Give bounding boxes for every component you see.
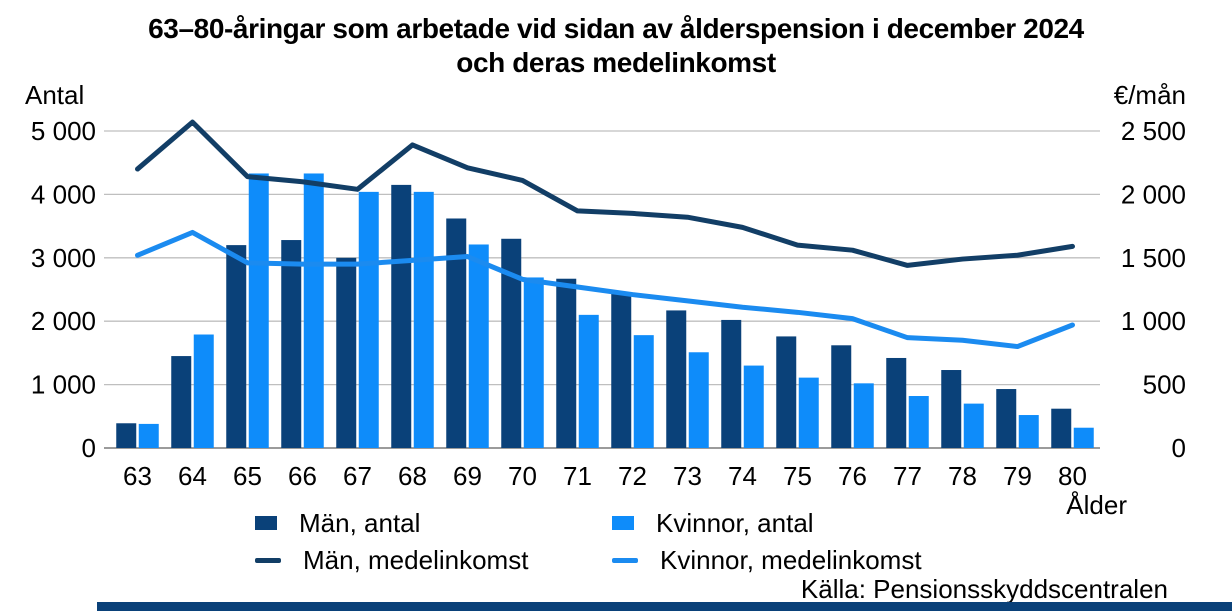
x-axis-tick: 64: [178, 461, 207, 491]
y-axis-tick-left: 0: [82, 433, 96, 463]
x-axis-tick: 70: [508, 461, 537, 491]
line-women-line: [135, 229, 1075, 350]
legend-swatch-men-line-icon: [255, 557, 281, 563]
bar-women-bar-69: [468, 244, 489, 448]
bar-women-bar-76: [853, 383, 874, 448]
bar-women-bar-74: [743, 365, 764, 448]
x-axis-tick: 74: [728, 461, 757, 491]
x-axis-tick: 71: [563, 461, 592, 491]
bar-men-bar-76: [831, 345, 852, 448]
bar-women-bar-67: [358, 191, 379, 448]
bar-women-bar-72: [633, 335, 654, 448]
y-axis-tick-right: 1 000: [1121, 306, 1186, 336]
y-axis-tick-right: 1 500: [1121, 243, 1186, 273]
bar-men-bar-68: [391, 184, 412, 448]
x-axis-tick: 78: [948, 461, 977, 491]
bar-men-bar-77: [886, 357, 907, 448]
bar-men-bar-64: [171, 356, 192, 448]
legend-label: Kvinnor, medelinkomst: [660, 545, 922, 575]
y-axis-tick-right: 2 000: [1121, 179, 1186, 209]
y-axis-tick-left: 1 000: [31, 370, 96, 400]
bar-men-bar-67: [336, 257, 357, 448]
x-axis-tick: 79: [1003, 461, 1032, 491]
x-axis-tick: 69: [453, 461, 482, 491]
right-axis-header: €/mån: [1113, 80, 1186, 110]
bar-men-bar-75: [776, 336, 797, 448]
x-axis-tick: 72: [618, 461, 647, 491]
bar-women-bar-77: [908, 396, 929, 448]
legend-swatch-men-bar-icon: [255, 516, 277, 530]
bar-men-bar-69: [446, 218, 467, 448]
legend-swatch-women-bar-icon: [612, 516, 634, 530]
bar-women-bar-73: [688, 352, 709, 448]
bar-women-bar-64: [193, 334, 214, 448]
bar-women-bar-63: [138, 423, 159, 448]
bar-women-bar-80: [1073, 427, 1094, 448]
bar-men-bar-73: [666, 310, 687, 448]
bar-women-bar-66: [303, 173, 324, 448]
chart-title-line2: och deras medelinkomst: [456, 47, 776, 78]
bar-men-bar-70: [501, 238, 522, 448]
x-axis-tick: 68: [398, 461, 427, 491]
y-axis-tick-right: 0: [1172, 433, 1186, 463]
y-axis-tick-right: 2 500: [1121, 116, 1186, 146]
x-axis-tick: 73: [673, 461, 702, 491]
bar-women-bar-78: [963, 403, 984, 448]
bar-men-bar-63: [116, 423, 137, 448]
bar-men-bar-79: [996, 389, 1017, 448]
bar-women-bar-75: [798, 377, 819, 448]
y-axis-tick-left: 5 000: [31, 116, 96, 146]
bar-women-bar-68: [413, 191, 434, 448]
x-axis-tick: 66: [288, 461, 317, 491]
left-axis-header: Antal: [25, 80, 85, 110]
bar-men-bar-65: [226, 245, 247, 448]
chart-title-line1: 63–80-åringar som arbetade vid sidan av …: [148, 13, 1084, 44]
bar-women-bar-65: [248, 173, 269, 448]
bar-men-bar-66: [281, 240, 302, 448]
line-men-line: [135, 119, 1075, 268]
bar-women-bar-70: [523, 277, 544, 448]
bar-women-bar-71: [578, 314, 599, 448]
x-axis-tick: 65: [233, 461, 262, 491]
x-axis-tick: 76: [838, 461, 867, 491]
x-axis-tick: 75: [783, 461, 812, 491]
y-axis-tick-left: 4 000: [31, 179, 96, 209]
bar-men-bar-72: [611, 292, 632, 448]
bar-men-bar-74: [721, 319, 742, 448]
footer-bar: [97, 602, 1232, 611]
bar-women-bar-79: [1018, 415, 1039, 448]
legend-label: Kvinnor, antal: [656, 508, 814, 538]
y-axis-tick-left: 3 000: [31, 243, 96, 273]
legend-item-men-medelinkomst: Män, medelinkomst: [255, 545, 528, 575]
legend-label: Män, antal: [299, 508, 421, 538]
legend-item-men-antal: Män, antal: [255, 508, 420, 538]
legend-label: Män, medelinkomst: [303, 545, 529, 575]
y-axis-tick-left: 2 000: [31, 306, 96, 336]
x-axis-tick: 80: [1058, 461, 1087, 491]
legend-item-kvinnor-antal: Kvinnor, antal: [612, 508, 814, 538]
bar-men-bar-71: [556, 278, 577, 448]
x-axis-tick: 63: [123, 461, 152, 491]
bar-men-bar-78: [941, 370, 962, 448]
chart-plot-area: 0 0 1 000 500 2 000 1 000 3 000 1 500 4 000 2 000…: [31, 116, 1186, 491]
x-axis-title: Ålder: [1066, 490, 1127, 520]
x-axis-tick: 67: [343, 461, 372, 491]
source-text: Källa: Pensionsskyddscentralen: [800, 574, 1168, 604]
legend-swatch-women-line-icon: [612, 557, 638, 563]
legend-item-kvinnor-medelinkomst: Kvinnor, medelinkomst: [612, 545, 922, 575]
y-axis-tick-right: 500: [1143, 370, 1186, 400]
x-axis-tick: 77: [893, 461, 922, 491]
bar-men-bar-80: [1051, 408, 1072, 448]
